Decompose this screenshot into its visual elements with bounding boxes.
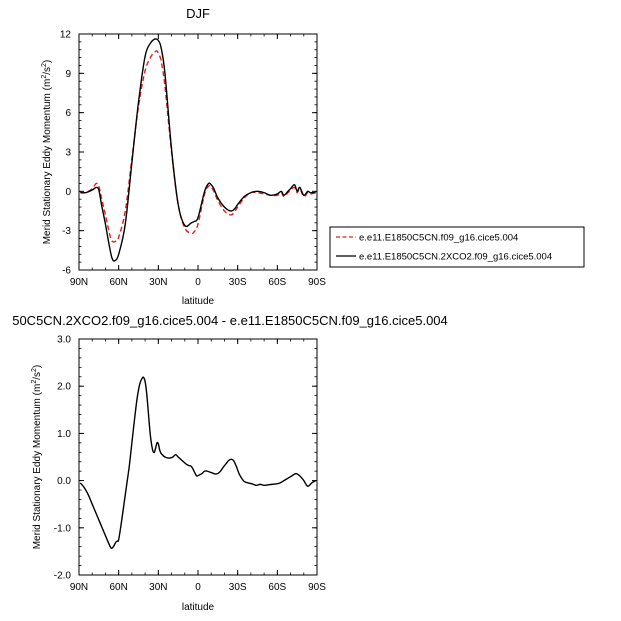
bottom-chart-x-tick-label: 30S [229, 582, 247, 593]
bottom-chart-y-tick-label: 0.0 [57, 476, 71, 487]
bottom-chart-x-tick-label: 90N [70, 582, 88, 593]
top-y-title-sup1: 2 [41, 75, 48, 79]
bottom-chart-y-axis-title: Merid Stationary Eddy Momentum (m2/s2) [31, 365, 43, 550]
top-chart-y-axis-title: Merid Stationary Eddy Momentum (m2/s2) [41, 60, 53, 245]
top-chart-y-tick-label: 3 [65, 148, 71, 159]
bottom-chart-series-line-0 [79, 376, 317, 549]
bottom-y-title-sup2: 2 [31, 368, 38, 372]
top-chart-x-tick-label: 0 [195, 277, 201, 288]
bottom-chart-x-tick-label: 60S [268, 582, 286, 593]
top-chart-y-tick-label: -6 [62, 266, 71, 277]
top-chart-frame [78, 33, 318, 271]
top-chart-x-tick-label: 60S [268, 277, 286, 288]
top-chart-x-tick-label: 60N [109, 277, 127, 288]
legend-box [329, 226, 585, 268]
top-y-title-end: ) [42, 60, 53, 63]
top-chart-y-tick-label: 12 [60, 30, 72, 41]
top-chart-series-line-0 [80, 50, 316, 243]
bottom-chart-x-tick-label: 0 [195, 582, 201, 593]
bottom-chart-y-tick-label: 3.0 [57, 335, 71, 346]
top-chart-y-tick-label: 9 [65, 69, 71, 80]
top-chart-x-tick-label: 90S [308, 277, 326, 288]
legend: e.e11.E1850C5CN.f09_g16.cice5.004 e.e11.… [329, 226, 585, 268]
top-chart-title: DJF [186, 6, 210, 21]
bottom-chart: 50C5CN.2XCO2.f09_g16.cice5.004 - e.e11.E… [12, 313, 448, 613]
bottom-chart-y-tick-label: -2.0 [54, 571, 72, 582]
top-chart-x-axis-title: latitude [182, 296, 215, 307]
top-chart-x-tick-label: 90N [70, 277, 88, 288]
bottom-chart-y-tick-label: 1.0 [57, 429, 71, 440]
bottom-y-title-end: ) [32, 365, 43, 368]
top-chart-series-line-1 [80, 38, 316, 262]
bottom-chart-y-tick-label: 2.0 [57, 382, 71, 393]
bottom-chart-frame [78, 338, 318, 576]
bottom-chart-y-tick-label: -1.0 [54, 523, 72, 534]
bottom-chart-title: 50C5CN.2XCO2.f09_g16.cice5.004 - e.e11.E… [12, 313, 448, 328]
bottom-chart-x-tick-label: 30N [149, 582, 167, 593]
top-chart-y-tick-label: 6 [65, 108, 71, 119]
top-y-title-main: Merid Stationary Eddy Momentum (m [42, 79, 53, 245]
bottom-chart-series [79, 376, 317, 549]
legend-label-control: e.e11.E1850C5CN.f09_g16.cice5.004 [359, 233, 518, 244]
bottom-chart-y-ticks: -2.0 -1.0 0.0 1.0 2.0 3.0 [54, 335, 317, 582]
top-chart-y-ticks: -6 -3 0 3 6 9 12 [60, 30, 317, 277]
bottom-chart-x-axis-title: latitude [182, 602, 215, 613]
bottom-y-title-sup1: 2 [31, 380, 38, 384]
bottom-chart-x-tick-label: 60N [109, 582, 127, 593]
bottom-chart-x-tick-label: 90S [308, 582, 326, 593]
bottom-y-title-mid: /s [32, 372, 43, 380]
top-chart-y-tick-label: -3 [62, 226, 71, 237]
top-chart-x-tick-label: 30S [229, 277, 247, 288]
top-chart-x-ticks: 90N 60N 30N 0 30S 60S 90S [70, 34, 326, 288]
top-chart-y-tick-label: 0 [65, 187, 71, 198]
bottom-y-title-main: Merid Stationary Eddy Momentum (m [32, 384, 43, 550]
top-y-title-mid: /s [42, 67, 53, 75]
top-chart: DJF 90N 60N 30N 0 30S 60S 90S -6 -3 0 3 6 9 12 latit… [41, 6, 585, 307]
top-chart-series [80, 38, 316, 262]
legend-label-2xco2: e.e11.E1850C5CN.2XCO2.f09_g16.cice5.004 [359, 252, 552, 263]
top-y-title-sup2: 2 [41, 63, 48, 67]
top-chart-x-tick-label: 30N [149, 277, 167, 288]
bottom-chart-x-ticks: 90N 60N 30N 0 30S 60S 90S [70, 339, 326, 593]
